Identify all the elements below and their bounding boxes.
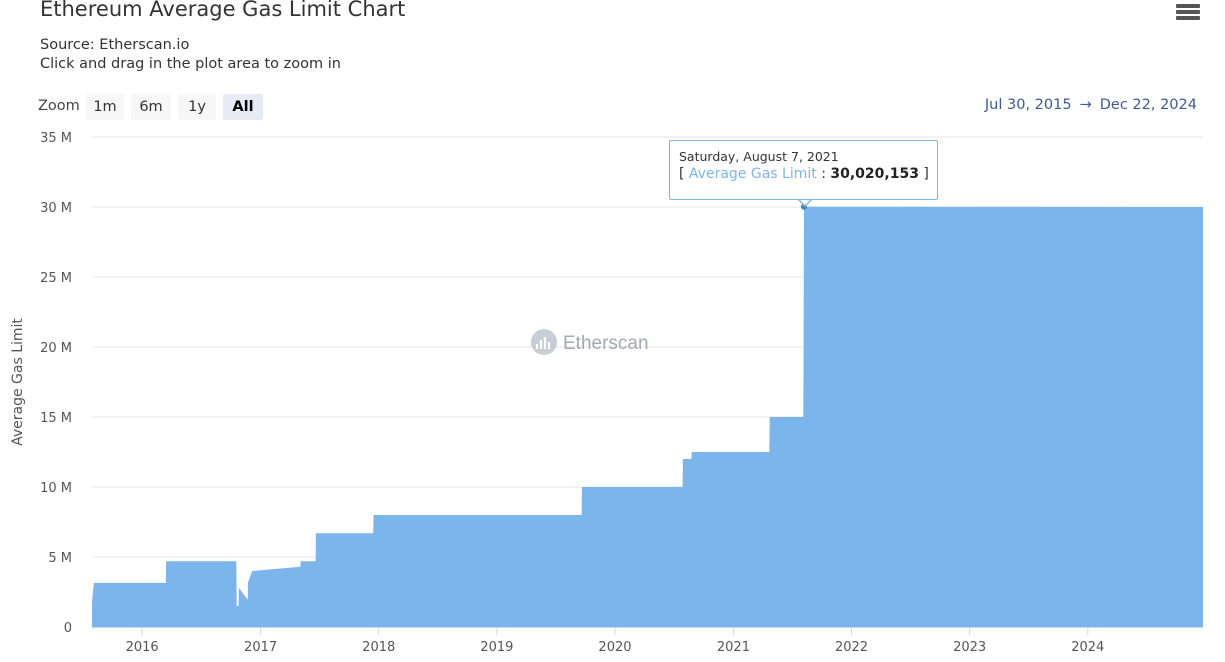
y-tick-label: 20 M — [40, 341, 72, 356]
zoom-label: Zoom — [38, 98, 80, 114]
x-tick-label: 2022 — [835, 640, 868, 655]
y-axis-ticks: 0 5 M 10 M 15 M 20 M 25 M 30 M 35 M — [40, 131, 72, 636]
zoom-hint: Click and drag in the plot area to zoom … — [40, 56, 341, 72]
x-tick-label: 2021 — [717, 640, 750, 655]
series-area-average-gas-limit[interactable] — [92, 206, 1203, 627]
zoom-6m-button[interactable]: 6m — [131, 94, 171, 120]
y-tick-label: 15 M — [40, 411, 72, 426]
date-range: Jul 30, 2015 → Dec 22, 2024 — [985, 97, 1197, 113]
x-tick-label: 2016 — [126, 640, 159, 655]
x-tick-label: 2018 — [362, 640, 395, 655]
zoom-1y-button[interactable]: 1y — [178, 94, 216, 120]
zoom-all-button[interactable]: All — [223, 94, 263, 120]
y-axis-label: Average Gas Limit — [10, 318, 26, 446]
tooltip-series-name: Average Gas Limit — [688, 166, 817, 182]
y-tick-label: 35 M — [40, 131, 72, 146]
chart-source: Source: Etherscan.io — [40, 37, 190, 53]
hamburger-menu-icon[interactable] — [1176, 2, 1200, 24]
tooltip-date: Saturday, August 7, 2021 — [679, 149, 839, 164]
x-tick-label: 2017 — [244, 640, 277, 655]
y-tick-label: 5 M — [48, 551, 72, 566]
etherscan-watermark: Etherscan — [531, 329, 649, 355]
x-tick-label: 2019 — [480, 640, 513, 655]
x-axis-ticks: 2016 2017 2018 2019 2020 2021 2022 2023 2024 — [126, 627, 1104, 655]
x-tick-label: 2020 — [598, 640, 631, 655]
tooltip-pointer — [797, 198, 813, 207]
chart-title: Ethereum Average Gas Limit Chart — [40, 0, 406, 21]
y-tick-label: 0 — [64, 621, 72, 636]
y-tick-label: 10 M — [40, 481, 72, 496]
tooltip-value: 30,020,153 — [830, 166, 919, 182]
data-tooltip: Saturday, August 7, 2021 [ Average Gas L… — [669, 140, 938, 200]
tooltip-row: [ Average Gas Limit : 30,020,153 ] — [679, 166, 929, 182]
zoom-1m-button[interactable]: 1m — [86, 94, 124, 120]
y-tick-label: 30 M — [40, 201, 72, 216]
range-to[interactable]: Dec 22, 2024 — [1099, 97, 1197, 113]
y-tick-label: 25 M — [40, 271, 72, 286]
range-arrow: → — [1079, 97, 1092, 113]
range-from[interactable]: Jul 30, 2015 — [984, 97, 1072, 113]
x-tick-label: 2024 — [1071, 640, 1104, 655]
watermark-text: Etherscan — [563, 333, 649, 354]
etherscan-logo-bars — [535, 337, 551, 349]
x-tick-label: 2023 — [953, 640, 986, 655]
